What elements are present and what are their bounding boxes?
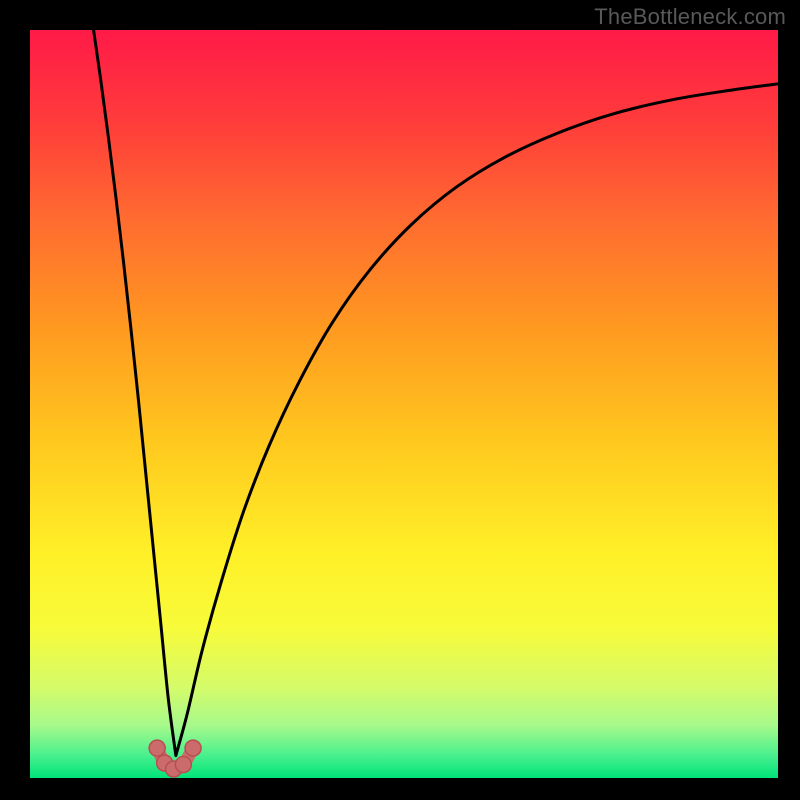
chart-container: TheBottleneck.com [0,0,800,800]
marker-dot [175,757,191,773]
curve-layer [30,30,778,778]
bottleneck-curve [94,30,778,756]
watermark-text: TheBottleneck.com [594,4,786,30]
plot-area [30,30,778,778]
marker-dot [149,740,165,756]
marker-dot [185,740,201,756]
